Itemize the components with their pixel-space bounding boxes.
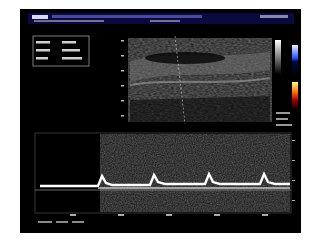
color-bar-velocity [292, 45, 298, 75]
logo [32, 15, 48, 19]
header-sub-info [34, 20, 104, 22]
color-bar-power [292, 82, 298, 108]
header-date [260, 15, 288, 18]
header-info [52, 15, 202, 18]
header-sub-info [150, 20, 180, 22]
header-bar [28, 13, 294, 24]
page [0, 0, 320, 247]
footer-info [38, 221, 84, 223]
ultrasound-screen [0, 0, 319, 247]
b-mode-image [128, 38, 272, 122]
gray-bar [275, 40, 281, 74]
spectral-noise [100, 134, 290, 212]
